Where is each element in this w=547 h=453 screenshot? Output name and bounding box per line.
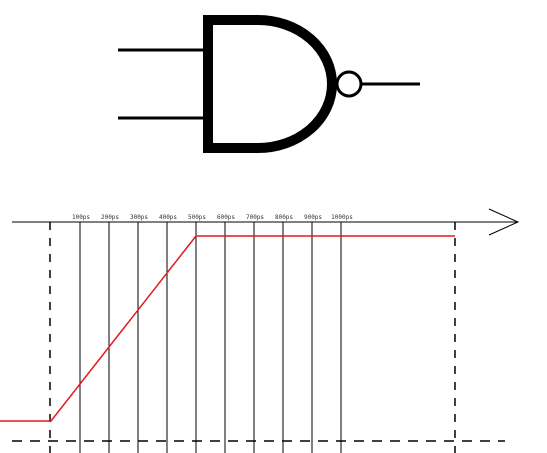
- time-tick-label: 600ps: [217, 214, 235, 221]
- nand-gate-symbol: [118, 15, 420, 153]
- time-tick-label: 700ps: [246, 214, 264, 221]
- time-tick-label: 500ps: [188, 214, 206, 221]
- time-tick-label: 300ps: [130, 214, 148, 221]
- time-tick-label: 200ps: [101, 214, 119, 221]
- time-axis-arrow-head: [488, 208, 520, 236]
- time-tick-label: 1000ps: [331, 214, 353, 221]
- timing-diagram: 100ps 200ps 300ps 400ps 500ps 600ps 700ps 800ps…: [0, 208, 520, 453]
- nand-gate-body: [203, 15, 337, 153]
- time-tick-label: 400ps: [159, 214, 177, 221]
- time-tick-label: 800ps: [275, 214, 293, 221]
- time-tick-labels: 100ps 200ps 300ps 400ps 500ps 600ps 700ps 800ps…: [72, 214, 353, 221]
- inversion-bubble: [335, 70, 363, 98]
- time-tick-label: 100ps: [72, 214, 90, 221]
- signal-waveform: [0, 235, 455, 422]
- time-gridlines: [79, 222, 342, 453]
- time-tick-label: 900ps: [304, 214, 322, 221]
